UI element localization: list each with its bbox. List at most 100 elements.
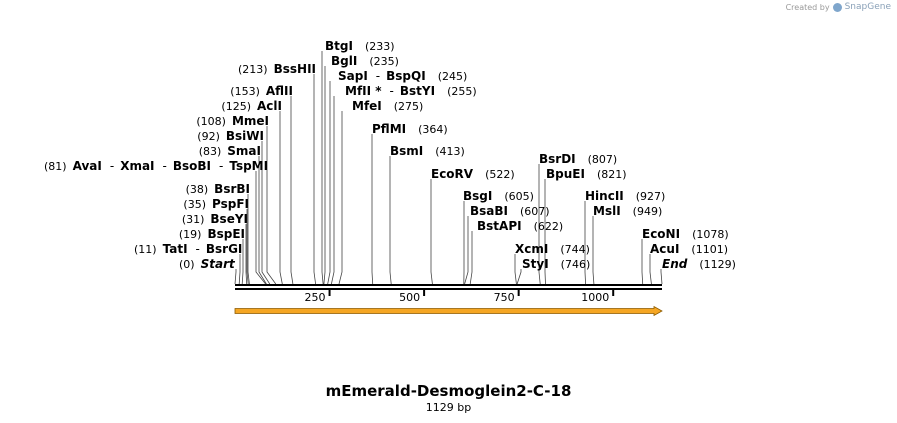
enzyme-bsrgi[interactable]: BsrGI — [206, 242, 243, 256]
site-position: (153) — [230, 85, 260, 98]
site-leader-mfei — [338, 111, 343, 285]
site-leader-bsiwi — [261, 141, 271, 285]
site-label-msli[interactable]: MslI (949) — [593, 204, 662, 218]
site-label-bsabi[interactable]: BsaBI (607) — [470, 204, 550, 218]
site-label-hincii[interactable]: HincII (927) — [585, 189, 665, 203]
site-label-bgli[interactable]: BglI (235) — [331, 54, 399, 68]
enzyme-pspfi[interactable]: PspFI — [212, 197, 249, 211]
site-label-sapi[interactable]: SapI - BspQI (245) — [338, 69, 467, 83]
credit-brand: SnapGene — [844, 2, 891, 12]
site-label-xcmi[interactable]: XcmI (744) — [515, 242, 590, 256]
site-position: (19) — [179, 228, 202, 241]
site-leader-aflii — [290, 96, 294, 285]
backbone-top-strand — [235, 284, 662, 286]
site-leader-ecorv — [430, 179, 433, 285]
enzyme-bsobi[interactable]: BsoBI — [173, 159, 211, 173]
enzyme-bsabi[interactable]: BsaBI — [470, 204, 508, 218]
site-position: (83) — [199, 145, 222, 158]
enzyme-bsiwi[interactable]: BsiWI — [226, 129, 264, 143]
enzyme-bspqi[interactable]: BspQI — [386, 69, 426, 83]
enzyme-bsrbi[interactable]: BsrBI — [214, 182, 250, 196]
site-label-bsiwi[interactable]: (92) BsiWI — [197, 129, 264, 143]
enzyme-end[interactable]: End — [662, 257, 688, 271]
enzyme-acui[interactable]: AcuI — [650, 242, 679, 256]
enzyme-btgi[interactable]: BtgI — [325, 39, 353, 53]
name-separator: - — [196, 242, 200, 256]
site-label-aflii[interactable]: (153) AflII — [230, 84, 293, 98]
site-leader-mfii — [331, 96, 335, 285]
enzyme-mfii[interactable]: MfII * — [345, 84, 382, 98]
enzyme-ecorv[interactable]: EcoRV — [431, 167, 474, 181]
enzyme-bstapi[interactable]: BstAPI — [477, 219, 522, 233]
enzyme-smai[interactable]: SmaI — [227, 144, 261, 158]
enzyme-bsrdi[interactable]: BsrDI — [539, 152, 576, 166]
site-position: (927) — [636, 190, 666, 203]
enzyme-start[interactable]: Start — [201, 257, 236, 271]
site-label-mmei[interactable]: (108) MmeI — [196, 114, 269, 128]
site-position: (522) — [485, 168, 515, 181]
enzyme-tati[interactable]: TatI — [163, 242, 188, 256]
enzyme-sapi[interactable]: SapI — [338, 69, 368, 83]
enzyme-hincii[interactable]: HincII — [585, 189, 624, 203]
site-label-pflmi[interactable]: PflMI (364) — [372, 122, 448, 136]
site-label-acli[interactable]: (125) AclI — [221, 99, 282, 113]
enzyme-bsshii[interactable]: BssHII — [274, 62, 316, 76]
enzyme-bspei[interactable]: BspEI — [207, 227, 245, 241]
enzyme-bsmi[interactable]: BsmI — [390, 144, 423, 158]
site-leader-start — [234, 269, 237, 285]
snapgene-logo-icon — [832, 2, 842, 12]
site-label-smai[interactable]: (83) SmaI — [199, 144, 261, 158]
site-label-styi[interactable]: StyI (746) — [522, 257, 590, 271]
enzyme-styi[interactable]: StyI — [522, 257, 549, 271]
site-label-bsrbi[interactable]: (38) BsrBI — [186, 182, 250, 196]
enzyme-bstyi[interactable]: BstYI — [400, 84, 435, 98]
site-label-bsmi[interactable]: BsmI (413) — [390, 144, 465, 158]
site-position: (364) — [418, 123, 448, 136]
enzyme-acli[interactable]: AclI — [257, 99, 282, 113]
site-label-bpuei[interactable]: BpuEI (821) — [546, 167, 627, 181]
enzyme-bpuei[interactable]: BpuEI — [546, 167, 585, 181]
site-leader-bstapi — [469, 231, 473, 285]
site-label-avai[interactable]: (81) AvaI - XmaI - BsoBI - TspMI — [44, 159, 268, 173]
site-position: (413) — [435, 145, 465, 158]
enzyme-bseyi[interactable]: BseYI — [210, 212, 248, 226]
site-label-bsgi[interactable]: BsgI (605) — [463, 189, 534, 203]
site-label-tati[interactable]: (11) TatI - BsrGI — [134, 242, 242, 256]
tick-label-500: 500 — [399, 291, 420, 304]
site-label-bstapi[interactable]: BstAPI (622) — [477, 219, 563, 233]
enzyme-mfei[interactable]: MfeI — [352, 99, 382, 113]
site-leader-acui — [649, 254, 652, 285]
site-label-econi[interactable]: EcoNI (1078) — [642, 227, 729, 241]
site-leader-msli — [592, 216, 595, 285]
enzyme-tspmi[interactable]: TspMI — [229, 159, 268, 173]
site-label-pspfi[interactable]: (35) PspFI — [183, 197, 249, 211]
enzyme-xmai[interactable]: XmaI — [120, 159, 154, 173]
site-label-bsshii[interactable]: (213) BssHII — [238, 62, 316, 76]
site-label-ecorv[interactable]: EcoRV (522) — [431, 167, 515, 181]
enzyme-msli[interactable]: MslI — [593, 204, 621, 218]
site-label-start[interactable]: (0) Start — [179, 257, 236, 271]
site-leader-hincii — [584, 201, 586, 285]
feature-arrow[interactable] — [234, 305, 663, 317]
enzyme-bsgi[interactable]: BsgI — [463, 189, 492, 203]
site-leader-bgli — [323, 66, 326, 285]
enzyme-aflii[interactable]: AflII — [266, 84, 293, 98]
site-label-end[interactable]: End (1129) — [662, 257, 736, 271]
site-position: (607) — [520, 205, 550, 218]
enzyme-pflmi[interactable]: PflMI — [372, 122, 406, 136]
site-label-bspei[interactable]: (19) BspEI — [179, 227, 245, 241]
site-position: (92) — [197, 130, 220, 143]
site-position: (1129) — [699, 258, 736, 271]
tick-label-750: 750 — [494, 291, 515, 304]
site-label-bsrdi[interactable]: BsrDI (807) — [539, 152, 617, 166]
enzyme-bgli[interactable]: BglI — [331, 54, 357, 68]
site-label-mfii[interactable]: MfII * - BstYI (255) — [345, 84, 477, 98]
site-label-btgi[interactable]: BtgI (233) — [325, 39, 395, 53]
enzyme-avai[interactable]: AvaI — [73, 159, 102, 173]
site-label-bseyi[interactable]: (31) BseYI — [182, 212, 248, 226]
enzyme-mmei[interactable]: MmeI — [232, 114, 269, 128]
site-label-mfei[interactable]: MfeI (275) — [352, 99, 423, 113]
enzyme-xcmi[interactable]: XcmI — [515, 242, 548, 256]
enzyme-econi[interactable]: EcoNI — [642, 227, 680, 241]
site-label-acui[interactable]: AcuI (1101) — [650, 242, 728, 256]
